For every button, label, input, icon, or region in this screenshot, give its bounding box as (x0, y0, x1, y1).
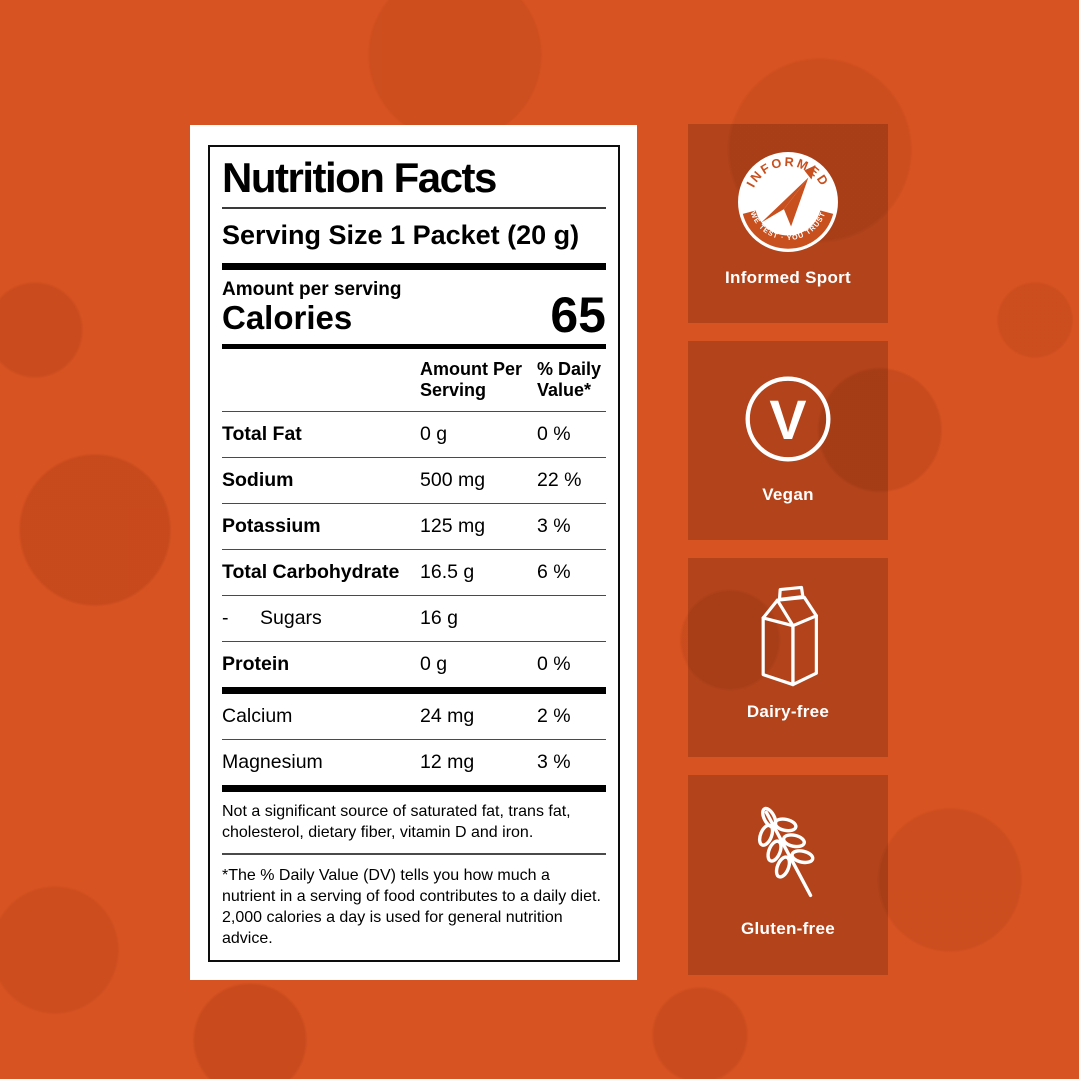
gluten-free-icon-wrap (688, 793, 888, 913)
nutrient-table-header: Amount Per Serving % Daily Value* (222, 349, 606, 412)
calories-left: Amount per serving Calories (222, 279, 401, 335)
nutrient-name-text: Sugars (260, 606, 322, 629)
footnote-not-significant: Not a significant source of saturated fa… (222, 792, 606, 856)
badge-tile-informed-sport: INFORMED WE TEST · YOU TRUST Informed Sp… (688, 124, 888, 323)
calories-block: Amount per serving Calories 65 (222, 270, 606, 349)
header-daily-value: % Daily Value* (537, 358, 602, 401)
nutrient-name-text: Calcium (222, 704, 293, 727)
nutrient-table: Total Fat 0 g 0 % Sodium 500 mg 22 % Pot… (222, 412, 606, 792)
nutrient-daily-value: 3 % (537, 514, 571, 537)
milk-carton-icon (761, 585, 818, 687)
nutrient-amount: 16 g (420, 606, 458, 629)
calories-label: Calories (222, 299, 353, 337)
nutrient-row: Potassium 125 mg 3 % (222, 504, 606, 550)
nutrient-daily-value: 22 % (537, 468, 582, 491)
nutrient-name-text: Sodium (222, 468, 294, 491)
nutrient-amount: 16.5 g (420, 560, 475, 583)
nutrient-row: Protein 0 g 0 % (222, 642, 606, 694)
nutrient-amount: 12 mg (420, 750, 475, 773)
nutrient-name: Total Carbohydrate (222, 561, 420, 584)
nutrient-name-text: Protein (222, 652, 290, 675)
footnote-daily-value: *The % Daily Value (DV) tells you how mu… (222, 867, 601, 948)
nutrient-daily-value: 0 % (537, 652, 571, 675)
nutrient-amount: 0 g (420, 652, 448, 675)
nutrient-amount: 125 mg (420, 514, 486, 537)
nutrient-name: Calcium (222, 705, 420, 728)
nutrient-daily-value: 3 % (537, 750, 571, 773)
nutrient-daily-value: 0 % (537, 422, 571, 445)
nutrient-name: - Sugars (222, 607, 420, 630)
nutrient-name: Magnesium (222, 751, 420, 774)
header-amount-per-serving: Amount Per Serving (420, 358, 523, 401)
nutrient-name-text: Potassium (222, 514, 321, 537)
nutrient-name: Sodium (222, 469, 420, 492)
nutrition-facts-title: Nutrition Facts (222, 154, 606, 210)
badge-tile-vegan: V Vegan (688, 341, 888, 540)
nutrient-name: Total Fat (222, 423, 420, 446)
informed-sport-stamp-icon: INFORMED WE TEST · YOU TRUST (738, 152, 838, 252)
nutrient-row: Magnesium 12 mg 3 % (222, 740, 606, 792)
serving-size-text: Serving Size 1 Packet (20 g) (222, 209, 606, 271)
vegan-circle-v-icon: V (745, 376, 831, 462)
wheat-ear-icon (757, 806, 815, 898)
nutrient-row: Total Fat 0 g 0 % (222, 412, 606, 458)
nutrient-daily-value: 2 % (537, 704, 571, 727)
badge-tile-dairy-free: Dairy-free (688, 558, 888, 757)
badge-label-gluten-free: Gluten-free (741, 919, 835, 938)
nutrient-amount: 500 mg (420, 468, 486, 491)
nutrient-name: Protein (222, 653, 420, 676)
badge-label-dairy-free: Dairy-free (746, 702, 830, 721)
nutrient-name-text: Total Carbohydrate (222, 560, 400, 583)
amount-per-serving-label: Amount per serving (222, 279, 402, 301)
nutrient-row: Sodium 500 mg 22 % (222, 458, 606, 504)
nutrient-dash: - (222, 606, 229, 629)
vegan-v-letter: V (769, 389, 806, 451)
nutrient-name-text: Total Fat (222, 422, 302, 445)
nutrient-amount: 0 g (420, 422, 448, 445)
nutrition-facts-panel: Nutrition Facts Serving Size 1 Packet (2… (190, 125, 637, 980)
badge-label-vegan: Vegan (762, 485, 814, 504)
nutrient-row: Total Carbohydrate 16.5 g 6 % (222, 550, 606, 596)
nutrient-name: Potassium (222, 515, 420, 538)
nutrient-row: Calcium 24 mg 2 % (222, 694, 606, 740)
nutrient-row: - Sugars 16 g (222, 596, 606, 642)
vegan-icon-wrap: V (688, 359, 888, 479)
nutrient-amount: 24 mg (420, 704, 475, 727)
badge-tile-gluten-free: Gluten-free (688, 775, 888, 975)
informed-sport-icon-wrap: INFORMED WE TEST · YOU TRUST (688, 142, 888, 262)
dairy-free-icon-wrap (688, 576, 888, 696)
nutrient-name-text: Magnesium (222, 750, 323, 773)
calories-value: 65 (550, 286, 606, 343)
nutrient-daily-value: 6 % (537, 560, 571, 583)
nutrition-facts-box: Nutrition Facts Serving Size 1 Packet (2… (208, 145, 620, 962)
badge-label-informed-sport: Informed Sport (724, 268, 852, 287)
